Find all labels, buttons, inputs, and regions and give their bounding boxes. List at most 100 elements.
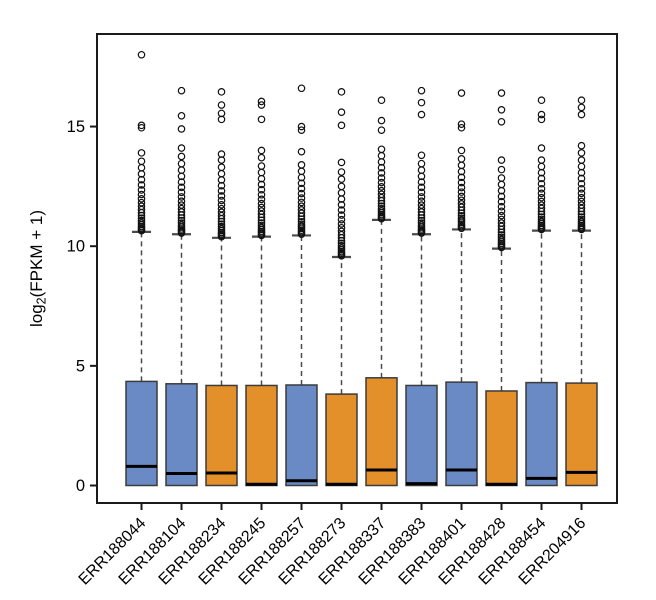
outlier-point xyxy=(497,156,506,164)
box-iqr xyxy=(565,382,598,487)
outlier-point xyxy=(297,126,306,134)
outlier-point xyxy=(337,241,346,250)
outlier-point xyxy=(417,188,426,197)
outlier-point xyxy=(377,126,386,134)
outlier-point xyxy=(537,215,546,224)
outlier-point xyxy=(177,144,186,152)
outlier-point xyxy=(217,220,226,228)
outlier-point xyxy=(537,193,546,202)
outlier-point xyxy=(257,162,266,170)
outlier-point xyxy=(177,111,186,120)
outlier-point xyxy=(457,183,466,192)
outlier-point xyxy=(177,219,186,227)
outlier-point xyxy=(417,197,426,206)
outlier-point xyxy=(577,193,586,202)
outlier-point xyxy=(177,221,186,229)
outlier-point xyxy=(377,163,386,172)
outlier-point xyxy=(337,223,346,232)
outlier-point xyxy=(457,196,466,205)
outlier-point xyxy=(497,211,506,220)
outlier-point xyxy=(377,183,386,191)
outlier-point xyxy=(177,201,186,209)
outlier-point xyxy=(217,222,226,231)
outlier-point xyxy=(297,147,306,156)
outlier-point xyxy=(337,201,346,209)
outlier-point xyxy=(457,214,466,223)
outlier-point xyxy=(297,202,306,211)
outlier-point xyxy=(377,116,386,125)
outlier-point xyxy=(217,201,226,209)
outlier-point xyxy=(537,144,546,152)
outlier-point xyxy=(297,161,306,169)
outlier-point xyxy=(577,141,586,150)
outlier-point xyxy=(177,216,186,225)
outlier-point xyxy=(577,201,586,209)
outlier-point xyxy=(297,122,306,131)
y-tick-label: 10 xyxy=(67,238,85,256)
outlier-point xyxy=(337,121,346,130)
outlier-point xyxy=(577,184,586,193)
outlier-point xyxy=(177,159,186,168)
outlier-point xyxy=(537,201,546,209)
outlier-point xyxy=(457,120,466,128)
box-iqr xyxy=(325,393,358,487)
outlier-point xyxy=(537,110,546,119)
outlier-point xyxy=(497,174,506,182)
outlier-point xyxy=(417,98,426,107)
outlier-point xyxy=(177,125,186,133)
outlier-point xyxy=(377,96,386,105)
outlier-point xyxy=(137,157,146,166)
outlier-point xyxy=(457,216,466,225)
outlier-point xyxy=(577,189,586,198)
box-iqr xyxy=(205,384,238,487)
outlier-point xyxy=(497,215,506,224)
outlier-point xyxy=(497,219,506,227)
outlier-point xyxy=(417,204,426,213)
outlier-point xyxy=(297,198,306,207)
outlier-point xyxy=(377,202,386,211)
outlier-point xyxy=(137,50,146,59)
outlier-point xyxy=(577,215,586,224)
outlier-point xyxy=(337,227,346,236)
outlier-point xyxy=(257,190,266,199)
outlier-point xyxy=(217,187,226,195)
y-tick-label: 15 xyxy=(67,118,85,136)
outlier-point xyxy=(137,202,146,211)
y-axis-title: log2(FPKM + 1) xyxy=(27,210,49,327)
outlier-point xyxy=(537,184,546,193)
outlier-point xyxy=(257,97,266,106)
outlier-point xyxy=(417,219,426,227)
outlier-point xyxy=(257,115,266,124)
outlier-point xyxy=(497,165,506,174)
outlier-point xyxy=(537,115,546,124)
outlier-point xyxy=(577,110,586,119)
outlier-point xyxy=(497,207,506,216)
outlier-point xyxy=(537,96,546,105)
outlier-point xyxy=(417,86,426,95)
outlier-point xyxy=(137,195,146,203)
outlier-point xyxy=(297,189,306,198)
box-iqr xyxy=(405,384,438,487)
y-tick-label: 5 xyxy=(76,357,85,375)
outlier-point xyxy=(577,197,586,206)
outlier-point xyxy=(217,150,226,158)
outlier-point xyxy=(297,217,306,226)
outlier-point xyxy=(497,89,506,97)
outlier-point xyxy=(497,202,506,211)
outlier-point xyxy=(457,123,466,132)
outlier-point xyxy=(377,145,386,154)
outlier-point xyxy=(257,101,266,109)
outlier-point xyxy=(417,159,426,168)
outlier-point xyxy=(337,182,346,191)
outlier-point xyxy=(137,216,146,225)
outlier-point xyxy=(337,220,346,228)
outlier-point xyxy=(257,146,266,155)
outlier-point xyxy=(497,235,506,244)
outlier-point xyxy=(137,123,146,132)
outlier-point xyxy=(217,196,226,205)
outlier-point xyxy=(177,204,186,213)
outlier-point xyxy=(257,153,266,162)
outlier-point xyxy=(417,193,426,201)
outlier-point xyxy=(377,186,386,195)
